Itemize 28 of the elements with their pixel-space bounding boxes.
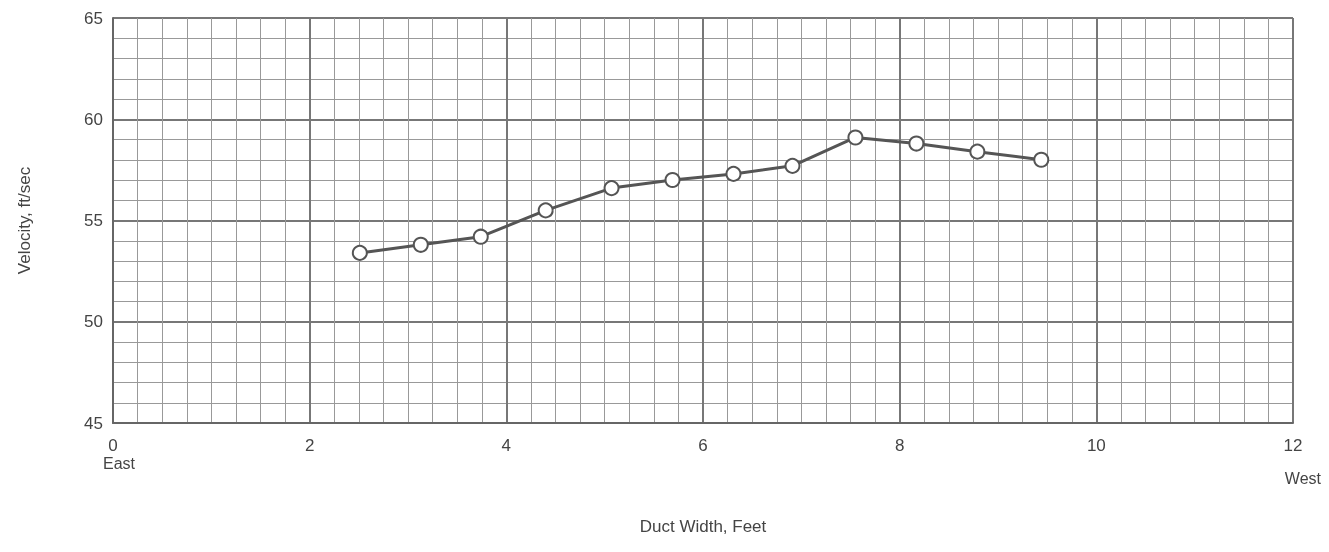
point <box>1033 151 1050 168</box>
x-tick-label: 6 <box>698 436 708 455</box>
text: East <box>103 454 136 472</box>
x-tick-label: 10 <box>1086 436 1106 455</box>
x-tick-label: 8 <box>894 436 905 455</box>
point <box>472 228 489 245</box>
point <box>908 135 925 152</box>
y-tick-label: 60 <box>84 109 103 129</box>
x-tick-label: 0 <box>108 436 118 455</box>
x-axis-title: Duct Width, Feet <box>639 517 767 536</box>
point <box>412 236 429 253</box>
point <box>847 129 864 146</box>
point <box>725 165 742 182</box>
point <box>351 244 368 261</box>
point <box>784 157 801 174</box>
y-tick-label: 65 <box>84 8 103 28</box>
x-tick-label: 2 <box>304 436 315 455</box>
point <box>664 172 681 188</box>
y-axis-title: Velocity, ft/sec <box>15 166 34 275</box>
point <box>603 180 620 197</box>
x-tick-label: 12 <box>1283 436 1303 455</box>
y-tick-label: 55 <box>84 211 103 230</box>
x-tick-label: 4 <box>501 436 512 455</box>
y-tick-label: 50 <box>84 312 103 332</box>
point <box>537 202 554 219</box>
text: West <box>1284 469 1322 487</box>
y-tick-label: 45 <box>84 413 103 433</box>
point <box>969 143 986 160</box>
